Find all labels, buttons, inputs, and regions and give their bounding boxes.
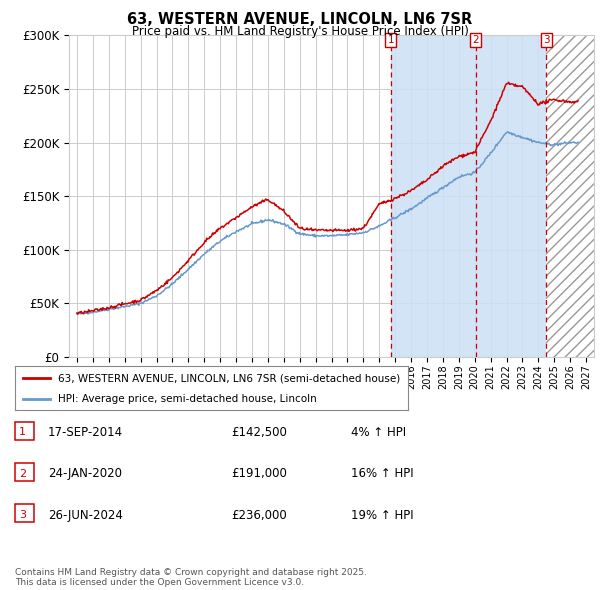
Text: £236,000: £236,000 xyxy=(231,509,287,522)
Text: 3: 3 xyxy=(543,35,550,45)
Text: Price paid vs. HM Land Registry's House Price Index (HPI): Price paid vs. HM Land Registry's House … xyxy=(131,25,469,38)
Text: 1: 1 xyxy=(388,35,394,45)
Bar xyxy=(391,35,476,357)
Text: 4% ↑ HPI: 4% ↑ HPI xyxy=(351,426,406,439)
Text: HPI: Average price, semi-detached house, Lincoln: HPI: Average price, semi-detached house,… xyxy=(58,394,317,404)
Text: 26-JUN-2024: 26-JUN-2024 xyxy=(48,509,123,522)
Text: £191,000: £191,000 xyxy=(231,467,287,480)
Text: 17-SEP-2014: 17-SEP-2014 xyxy=(48,426,123,439)
Bar xyxy=(546,35,594,357)
Text: 2: 2 xyxy=(19,469,26,478)
Text: 19% ↑ HPI: 19% ↑ HPI xyxy=(351,509,413,522)
Text: 2: 2 xyxy=(472,35,479,45)
Text: £142,500: £142,500 xyxy=(231,426,287,439)
Bar xyxy=(476,35,546,357)
Text: 3: 3 xyxy=(19,510,26,520)
Text: 63, WESTERN AVENUE, LINCOLN, LN6 7SR (semi-detached house): 63, WESTERN AVENUE, LINCOLN, LN6 7SR (se… xyxy=(58,373,400,383)
Text: 63, WESTERN AVENUE, LINCOLN, LN6 7SR: 63, WESTERN AVENUE, LINCOLN, LN6 7SR xyxy=(127,12,473,27)
Text: 1: 1 xyxy=(19,428,26,437)
Text: 16% ↑ HPI: 16% ↑ HPI xyxy=(351,467,413,480)
Text: 24-JAN-2020: 24-JAN-2020 xyxy=(48,467,122,480)
Text: Contains HM Land Registry data © Crown copyright and database right 2025.
This d: Contains HM Land Registry data © Crown c… xyxy=(15,568,367,587)
